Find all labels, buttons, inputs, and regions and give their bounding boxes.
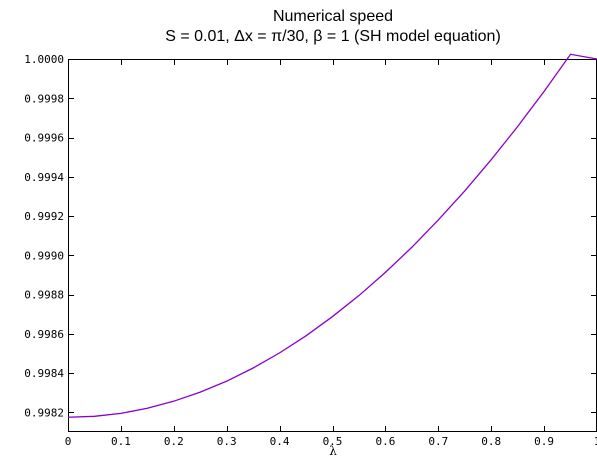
y-tick-label: 0.9998 xyxy=(24,92,64,105)
x-tick-label: 0.3 xyxy=(217,435,237,448)
x-tick-label: 0.5 xyxy=(323,435,343,448)
x-tick-label: 0.8 xyxy=(481,435,501,448)
plot-frame xyxy=(68,59,597,432)
x-tick-label: 0.2 xyxy=(164,435,184,448)
y-tick-label: 0.9988 xyxy=(24,289,64,302)
x-axis-label: λ xyxy=(329,444,337,458)
series-line xyxy=(67,53,597,418)
y-axis: 0.9982 0.9984 0.9986 0.9988 0.9990 0.9992 0.99… xyxy=(24,53,597,419)
y-tick-label: 0.9984 xyxy=(24,367,64,380)
x-tick-label: 0.6 xyxy=(375,435,395,448)
x-tick-label: 1 xyxy=(594,435,597,448)
y-tick-label: 0.9986 xyxy=(24,328,64,341)
series-layer xyxy=(67,53,597,418)
y-tick-label: 0.9992 xyxy=(24,210,64,223)
x-axis: 0 0.1 0.2 0.3 0.4 0.5 0.6 0.7 0.8 0.9 1 xyxy=(65,59,597,448)
y-tick-label: 0.9982 xyxy=(24,406,64,419)
x-tick-label: 0 xyxy=(65,435,72,448)
chart-subtitle: S = 0.01, Δx = π/30, β = 1 (SH model equ… xyxy=(165,28,501,45)
x-tick-label: 0.1 xyxy=(111,435,131,448)
x-tick-label: 0.9 xyxy=(534,435,554,448)
y-tick-label: 0.9996 xyxy=(24,132,64,145)
x-tick-label: 0.7 xyxy=(428,435,448,448)
plot-border xyxy=(68,59,597,432)
x-tick-label: 0.4 xyxy=(270,435,290,448)
y-tick-label: 1.0000 xyxy=(24,53,64,66)
chart-title: Numerical speed xyxy=(273,8,393,25)
y-tick-label: 0.9994 xyxy=(24,171,64,184)
y-tick-label: 0.9990 xyxy=(24,249,64,262)
